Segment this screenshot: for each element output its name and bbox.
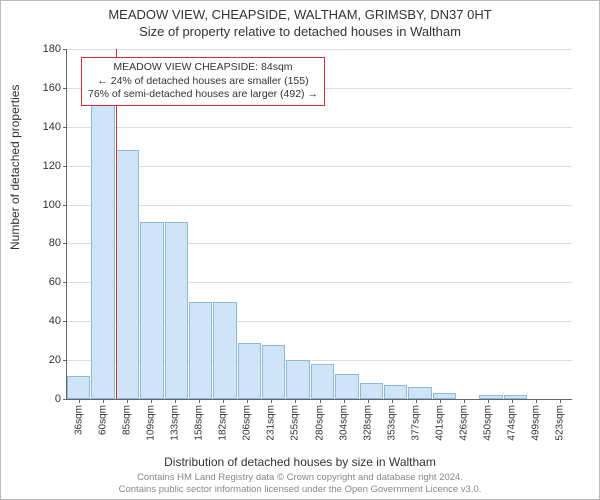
- ytick-label: 0: [55, 393, 61, 405]
- ytick-label: 140: [43, 121, 61, 133]
- xtick-mark: [392, 399, 393, 403]
- xtick-label: 401sqm: [434, 405, 445, 441]
- bar: [311, 364, 334, 399]
- bar: [213, 302, 236, 399]
- annotation-box: MEADOW VIEW CHEAPSIDE: 84sqm ← 24% of de…: [81, 57, 325, 106]
- xtick-mark: [416, 399, 417, 403]
- bar: [140, 222, 163, 399]
- ytick-label: 180: [43, 43, 61, 55]
- xtick-label: 206sqm: [242, 405, 253, 441]
- bar: [286, 360, 309, 399]
- bar: [433, 393, 456, 399]
- chart-container: MEADOW VIEW, CHEAPSIDE, WALTHAM, GRIMSBY…: [0, 0, 600, 500]
- xtick-mark: [103, 399, 104, 403]
- annotation-line: MEADOW VIEW CHEAPSIDE: 84sqm: [88, 61, 318, 75]
- xtick-label: 304sqm: [338, 405, 349, 441]
- annotation-line: ← 24% of detached houses are smaller (15…: [88, 75, 318, 89]
- bar: [504, 395, 527, 399]
- xtick-label: 109sqm: [146, 405, 157, 441]
- xtick-mark: [464, 399, 465, 403]
- bar: [335, 374, 358, 399]
- footer: Contains HM Land Registry data © Crown c…: [1, 472, 599, 496]
- ytick-label: 160: [43, 82, 61, 94]
- xtick-label: 182sqm: [218, 405, 229, 441]
- xtick-label: 280sqm: [314, 405, 325, 441]
- xtick-label: 60sqm: [98, 405, 109, 435]
- xtick-label: 353sqm: [386, 405, 397, 441]
- bar: [262, 345, 285, 399]
- xtick-mark: [247, 399, 248, 403]
- xtick-label: 499sqm: [530, 405, 541, 441]
- xtick-mark: [175, 399, 176, 403]
- xtick-mark: [344, 399, 345, 403]
- xtick-mark: [271, 399, 272, 403]
- xtick-label: 426sqm: [458, 405, 469, 441]
- xtick-mark: [199, 399, 200, 403]
- xtick-mark: [536, 399, 537, 403]
- xtick-mark: [368, 399, 369, 403]
- bar: [165, 222, 188, 399]
- xtick-label: 231sqm: [266, 405, 277, 441]
- xtick-label: 255sqm: [290, 405, 301, 441]
- bar: [479, 395, 502, 399]
- xtick-label: 377sqm: [410, 405, 421, 441]
- ytick-label: 40: [49, 315, 61, 327]
- ytick-label: 100: [43, 199, 61, 211]
- xtick-mark: [512, 399, 513, 403]
- xtick-label: 85sqm: [122, 405, 133, 435]
- chart-title: MEADOW VIEW, CHEAPSIDE, WALTHAM, GRIMSBY…: [1, 7, 599, 22]
- ytick-mark: [63, 399, 67, 400]
- xtick-label: 36sqm: [74, 405, 85, 435]
- bar: [408, 387, 431, 399]
- xtick-mark: [488, 399, 489, 403]
- ytick-label: 80: [49, 237, 61, 249]
- bar: [67, 376, 90, 399]
- ytick-label: 20: [49, 354, 61, 366]
- xtick-mark: [320, 399, 321, 403]
- bar: [360, 383, 383, 399]
- xtick-label: 133sqm: [170, 405, 181, 441]
- xtick-mark: [151, 399, 152, 403]
- xtick-label: 158sqm: [194, 405, 205, 441]
- xtick-label: 328sqm: [362, 405, 373, 441]
- footer-line: Contains public sector information licen…: [1, 484, 599, 496]
- xtick-label: 523sqm: [554, 405, 565, 441]
- xtick-mark: [440, 399, 441, 403]
- x-axis-label: Distribution of detached houses by size …: [1, 455, 599, 469]
- bar: [116, 150, 139, 399]
- ytick-label: 120: [43, 160, 61, 172]
- annotation-line: 76% of semi-detached houses are larger (…: [88, 88, 318, 102]
- xtick-label: 474sqm: [506, 405, 517, 441]
- xtick-mark: [127, 399, 128, 403]
- xtick-mark: [79, 399, 80, 403]
- y-axis-label: Number of detached properties: [8, 85, 22, 250]
- ytick-label: 60: [49, 276, 61, 288]
- footer-line: Contains HM Land Registry data © Crown c…: [1, 472, 599, 484]
- xtick-mark: [295, 399, 296, 403]
- xtick-mark: [560, 399, 561, 403]
- bar: [91, 103, 114, 399]
- bar: [384, 385, 407, 399]
- xtick-mark: [223, 399, 224, 403]
- bar: [238, 343, 261, 399]
- xtick-label: 450sqm: [482, 405, 493, 441]
- bar: [189, 302, 212, 399]
- chart-subtitle: Size of property relative to detached ho…: [1, 24, 599, 39]
